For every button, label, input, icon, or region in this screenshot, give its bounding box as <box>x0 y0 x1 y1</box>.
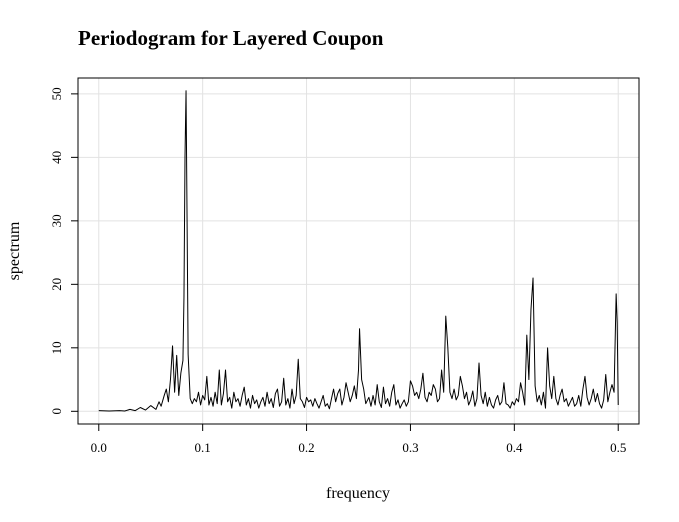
y-tick-label: 0 <box>49 408 64 415</box>
chart-title: Periodogram for Layered Coupon <box>78 26 384 50</box>
plot-border <box>77 77 640 425</box>
y-axis: 0 10 20 30 40 50 <box>49 87 78 415</box>
y-tick-label: 10 <box>49 341 64 354</box>
y-tick-label: 30 <box>49 214 64 227</box>
y-axis-label: spectrum <box>6 221 23 280</box>
x-tick-label: 0.5 <box>610 440 626 455</box>
x-tick-label: 0.1 <box>195 440 211 455</box>
x-tick-label: 0.4 <box>506 440 523 455</box>
x-tick-label: 0.0 <box>91 440 107 455</box>
y-tick-label: 40 <box>49 151 64 164</box>
grid-lines <box>78 78 639 424</box>
spectrum-line <box>98 90 619 412</box>
y-tick-label: 20 <box>49 278 64 291</box>
x-axis-label: frequency <box>326 485 390 502</box>
x-tick-label: 0.2 <box>298 440 314 455</box>
x-axis: 0.0 0.1 0.2 0.3 0.4 0.5 <box>91 424 626 455</box>
y-tick-label: 50 <box>49 87 64 100</box>
x-tick-label: 0.3 <box>402 440 418 455</box>
